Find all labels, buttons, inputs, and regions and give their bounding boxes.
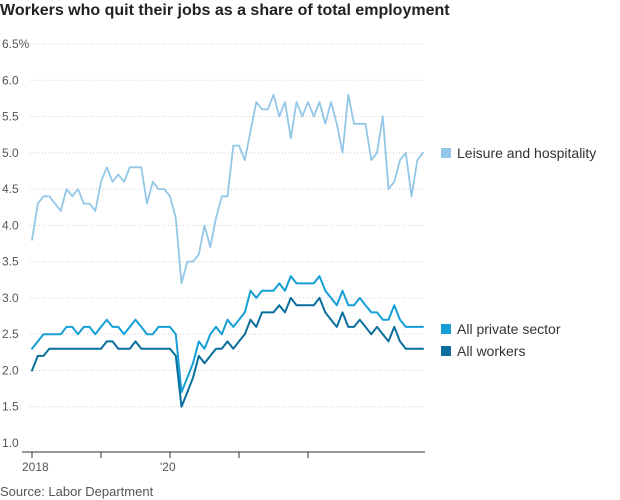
y-tick-label: 2.0 <box>2 363 19 377</box>
y-tick-label: 1.5 <box>2 400 19 414</box>
legend-label: All workers <box>457 343 525 359</box>
chart-source: Source: Labor Department <box>0 484 154 499</box>
grid-layer <box>30 43 425 408</box>
y-tick-label: 3.0 <box>2 291 19 305</box>
series-layer <box>31 93 424 408</box>
y-tick-label: 6.0 <box>2 73 19 87</box>
legend-label: Leisure and hospitality <box>457 145 596 161</box>
x-tick-label: 2018 <box>22 460 49 474</box>
y-tick-label: 6.5% <box>2 37 30 51</box>
y-tick-label: 4.0 <box>2 218 19 232</box>
series-line-0 <box>31 93 424 285</box>
chart-title: Workers who quit their jobs as a share o… <box>0 2 450 19</box>
series-line-1 <box>31 275 424 394</box>
legend: Leisure and hospitality All private secto… <box>441 145 596 359</box>
y-tick-label: 5.5 <box>2 110 19 124</box>
legend-label: All private sector <box>457 321 561 337</box>
y-tick-label: 5.0 <box>2 146 19 160</box>
y-tick-label: 4.5 <box>2 182 19 196</box>
legend-swatch <box>441 148 451 158</box>
x-axis-ticks: 2018 '20 <box>22 452 309 474</box>
y-tick-label: 1.0 <box>2 436 19 450</box>
x-tick-label: '20 <box>160 460 176 474</box>
legend-swatch <box>441 324 451 334</box>
y-tick-label: 3.5 <box>2 255 19 269</box>
series-line-2 <box>31 296 424 408</box>
y-tick-label: 2.5 <box>2 327 19 341</box>
y-axis-ticks: 6.5% 6.0 5.5 5.0 4.5 4.0 3.5 3.0 2.5 2.0 1.5 1.0 <box>2 37 30 450</box>
legend-swatch <box>441 346 451 356</box>
